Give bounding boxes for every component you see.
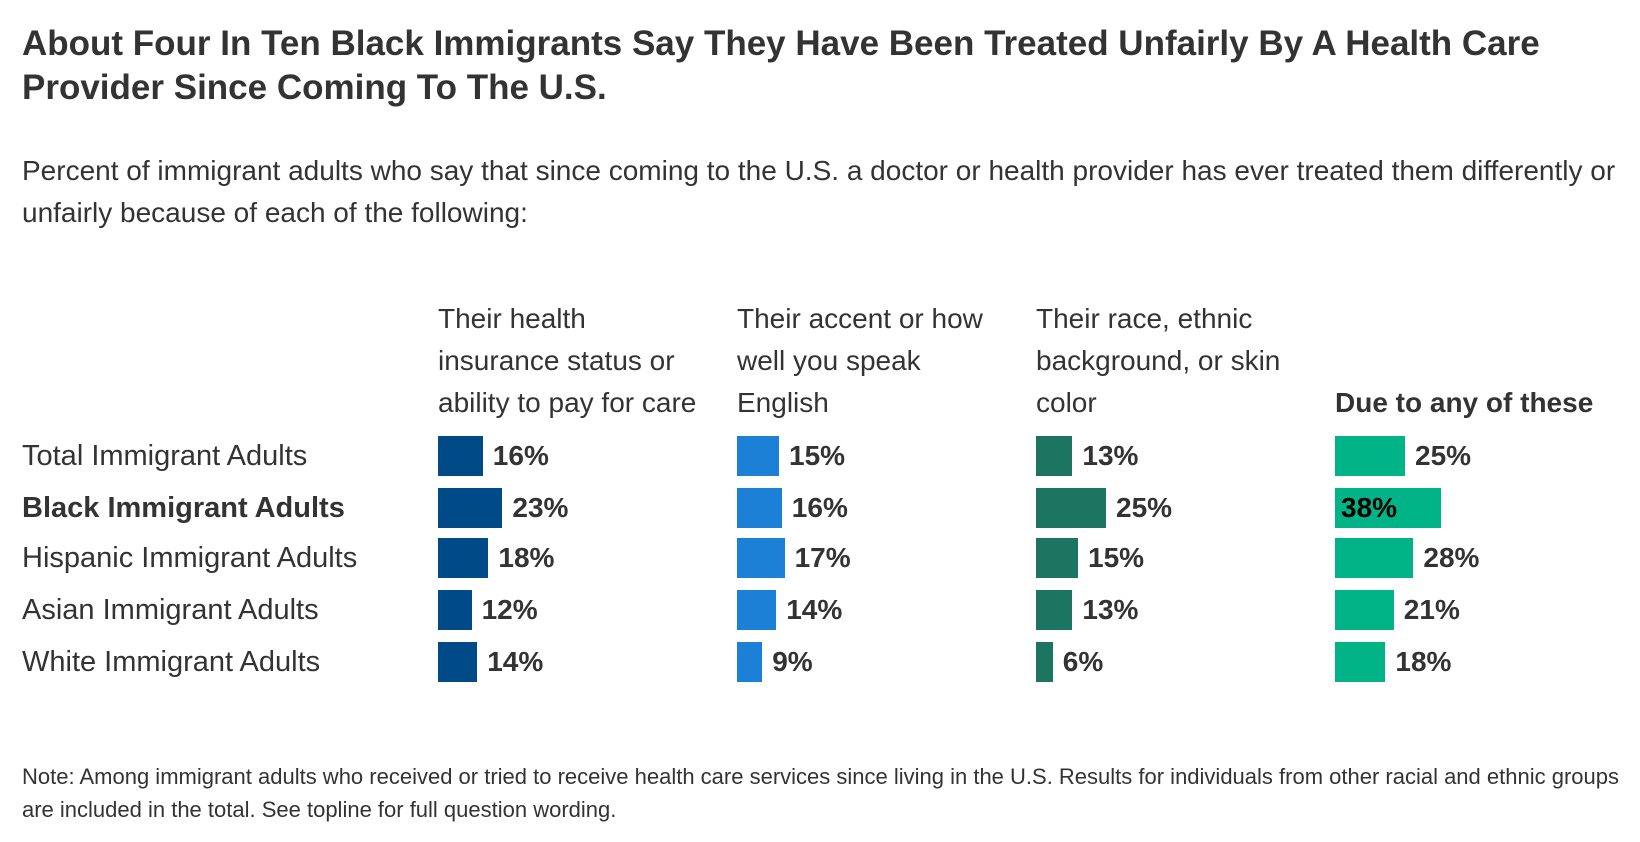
bar — [438, 590, 472, 630]
bar — [1335, 538, 1414, 578]
row-label: White Immigrant Adults — [22, 646, 321, 678]
data-label: 14% — [786, 594, 843, 625]
data-label: 16% — [492, 440, 549, 471]
data-label: 21% — [1403, 594, 1460, 625]
bar — [1335, 590, 1394, 630]
data-label: 14% — [487, 646, 544, 677]
column-header: Their health insurance status or ability… — [438, 303, 697, 418]
bar — [737, 436, 779, 476]
column-header: Due to any of these — [1335, 387, 1594, 418]
data-label: 17% — [794, 542, 851, 573]
bar — [438, 436, 483, 476]
column-header: Their accent or how well you speak Engli… — [737, 303, 983, 418]
data-label: 38% — [1341, 492, 1398, 523]
bar — [1036, 488, 1106, 528]
row-label: Black Immigrant Adults — [22, 492, 345, 524]
data-label: 16% — [791, 492, 848, 523]
data-label: 6% — [1062, 646, 1104, 677]
data-label: 13% — [1082, 594, 1139, 625]
chart-note: Note: Among immigrant adults who receive… — [22, 764, 1619, 822]
column-header: Their race, ethnic background, or skin c… — [1036, 303, 1281, 418]
data-label: 13% — [1082, 440, 1139, 471]
chart-title: About Four In Ten Black Immigrants Say T… — [22, 24, 1540, 107]
data-label: 28% — [1423, 542, 1480, 573]
row-label: Total Immigrant Adults — [22, 440, 308, 472]
data-label: 23% — [512, 492, 569, 523]
bar — [737, 538, 785, 578]
chart-subtitle: Percent of immigrant adults who say that… — [22, 155, 1616, 228]
bar — [1036, 642, 1053, 682]
bar — [1036, 590, 1073, 630]
data-label: 18% — [1395, 646, 1452, 677]
row-label: Asian Immigrant Adults — [22, 594, 319, 626]
data-label: 15% — [1088, 542, 1145, 573]
bar — [737, 642, 763, 682]
bar — [438, 488, 503, 528]
data-label: 18% — [498, 542, 555, 573]
bar — [1036, 538, 1078, 578]
bar — [1036, 436, 1073, 476]
data-label: 12% — [481, 594, 538, 625]
bar — [1335, 642, 1386, 682]
bar — [1335, 436, 1405, 476]
bar — [737, 488, 782, 528]
data-label: 15% — [789, 440, 846, 471]
bar — [737, 590, 777, 630]
bar — [1335, 488, 1442, 528]
bar — [438, 538, 489, 578]
data-label: 25% — [1116, 492, 1173, 523]
row-label: Hispanic Immigrant Adults — [22, 542, 358, 574]
bar — [438, 642, 478, 682]
data-label: 9% — [772, 646, 813, 677]
data-label: 25% — [1415, 440, 1472, 471]
